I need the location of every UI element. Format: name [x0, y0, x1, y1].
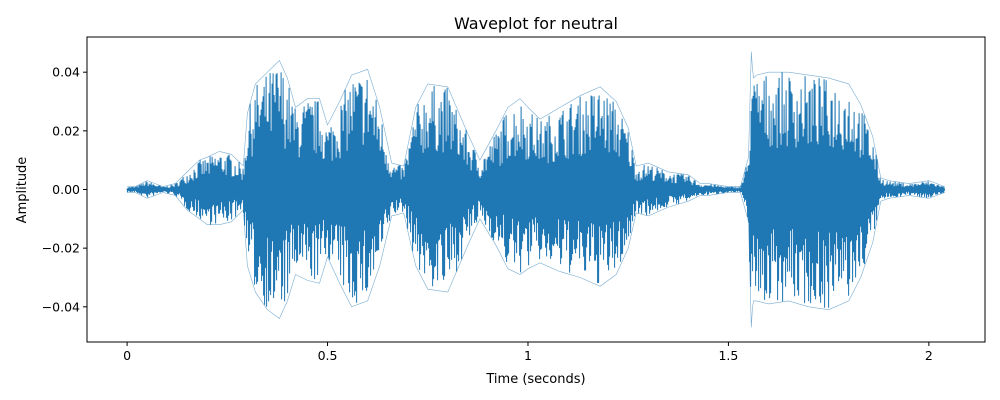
- plot-area: [126, 51, 946, 328]
- y-tick-label: −0.02: [42, 241, 80, 256]
- x-axis-label: Time (seconds): [485, 372, 585, 387]
- waveform-lower-envelope: [127, 192, 946, 328]
- x-tick-label: 0.5: [318, 348, 338, 363]
- x-tick-label: 1: [524, 348, 532, 363]
- y-tick-label: −0.04: [42, 299, 80, 314]
- chart-title: Waveplot for neutral: [454, 14, 618, 33]
- waveform-upper-envelope: [127, 51, 946, 187]
- y-tick-label: 0.02: [52, 123, 80, 138]
- x-tick-label: 1.5: [718, 348, 738, 363]
- x-tick-label: 2: [925, 348, 933, 363]
- x-tick-label: 0: [123, 348, 131, 363]
- waveform-line: [126, 72, 946, 308]
- y-axis-label: Amplitude: [15, 157, 30, 224]
- y-tick-label: 0.00: [52, 182, 80, 197]
- x-axis: 0 0.5 1 1.5 2: [123, 342, 933, 363]
- y-axis: 0.04 0.02 0.00 −0.02 −0.04: [42, 65, 87, 314]
- y-tick-label: 0.04: [52, 65, 80, 80]
- waveform-series: [126, 51, 946, 328]
